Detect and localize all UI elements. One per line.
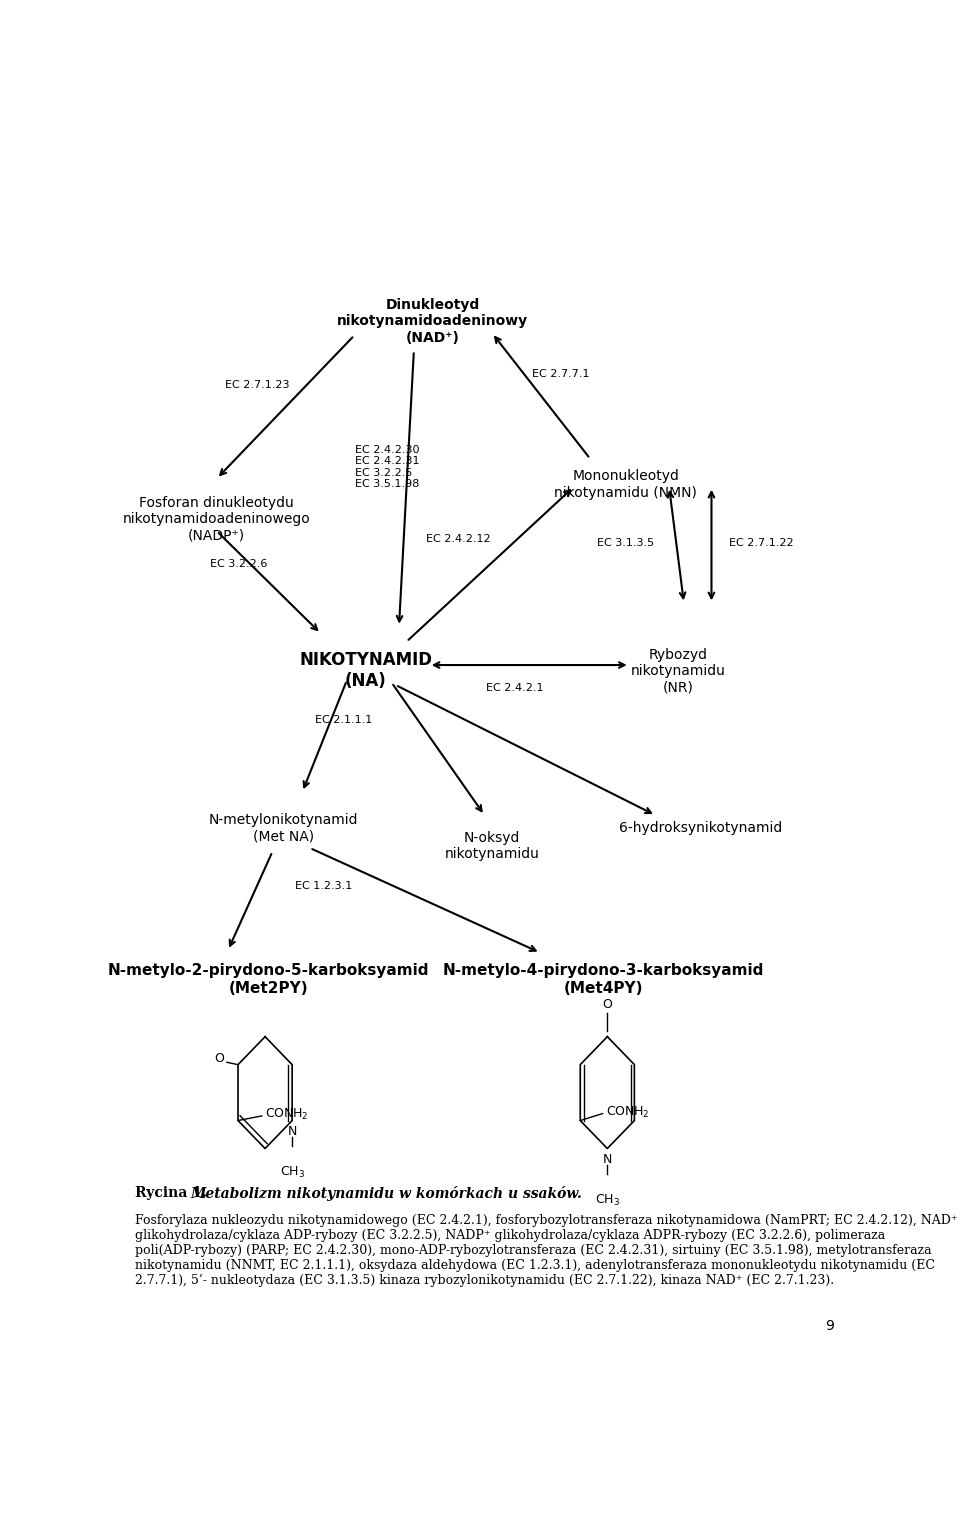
Text: Mononukleotyd
nikotynamidu (NMN): Mononukleotyd nikotynamidu (NMN) — [555, 469, 697, 499]
Text: N-oksyd
nikotynamidu: N-oksyd nikotynamidu — [444, 831, 540, 861]
Text: O: O — [214, 1053, 225, 1065]
Text: CH$_3$: CH$_3$ — [595, 1192, 620, 1207]
Text: EC 3.2.2.6: EC 3.2.2.6 — [210, 558, 268, 569]
Text: N-metylonikotynamid
(Met NA): N-metylonikotynamid (Met NA) — [209, 812, 358, 843]
Text: EC 2.7.7.1: EC 2.7.7.1 — [533, 369, 590, 378]
Text: Fosforylaza nukleozydu nikotynamidowego (EC 2.4.2.1), fosforybozylotransferaza n: Fosforylaza nukleozydu nikotynamidowego … — [134, 1213, 957, 1286]
Text: CONH$_2$: CONH$_2$ — [606, 1104, 649, 1120]
Text: O: O — [602, 997, 612, 1011]
Text: Rycina 1.: Rycina 1. — [134, 1186, 211, 1200]
Text: N-metylo-4-pirydono-3-karboksyamid
(Met4PY): N-metylo-4-pirydono-3-karboksyamid (Met4… — [443, 964, 764, 996]
Text: CONH$_2$: CONH$_2$ — [265, 1108, 308, 1123]
Text: N: N — [603, 1153, 612, 1167]
Text: EC 2.4.2.12: EC 2.4.2.12 — [426, 534, 491, 545]
Text: N-metylo-2-pirydono-5-karboksyamid
(Met2PY): N-metylo-2-pirydono-5-karboksyamid (Met2… — [108, 964, 429, 996]
Text: Metabolizm nikotynamidu w komórkach u ssaków.: Metabolizm nikotynamidu w komórkach u ss… — [190, 1186, 582, 1201]
Text: EC 2.4.2.30
EC 2.4.2.31
EC 3.2.2.5
EC 3.5.1.98: EC 2.4.2.30 EC 2.4.2.31 EC 3.2.2.5 EC 3.… — [355, 445, 420, 489]
Text: EC 2.7.1.23: EC 2.7.1.23 — [226, 380, 290, 390]
Text: EC 2.1.1.1: EC 2.1.1.1 — [315, 714, 372, 725]
Text: NIKOTYNAMID
(NA): NIKOTYNAMID (NA) — [299, 652, 432, 690]
Text: Fosforan dinukleotydu
nikotynamidoadeninowego
(NADP⁺): Fosforan dinukleotydu nikotynamidoadenin… — [123, 496, 311, 543]
Text: EC 3.1.3.5: EC 3.1.3.5 — [597, 537, 654, 548]
Text: CH$_3$: CH$_3$ — [279, 1165, 304, 1180]
Text: EC 1.2.3.1: EC 1.2.3.1 — [295, 882, 352, 891]
Text: N: N — [287, 1126, 297, 1138]
Text: 9: 9 — [826, 1319, 834, 1333]
Text: Rybozyd
nikotynamidu
(NR): Rybozyd nikotynamidu (NR) — [631, 648, 726, 694]
Text: Dinukleotyd
nikotynamidoadeninowy
(NAD⁺): Dinukleotyd nikotynamidoadeninowy (NAD⁺) — [337, 298, 528, 345]
Text: 6-hydroksynikotynamid: 6-hydroksynikotynamid — [618, 822, 782, 835]
Text: EC 2.4.2.1: EC 2.4.2.1 — [486, 682, 543, 693]
Text: EC 2.7.1.22: EC 2.7.1.22 — [729, 537, 793, 548]
